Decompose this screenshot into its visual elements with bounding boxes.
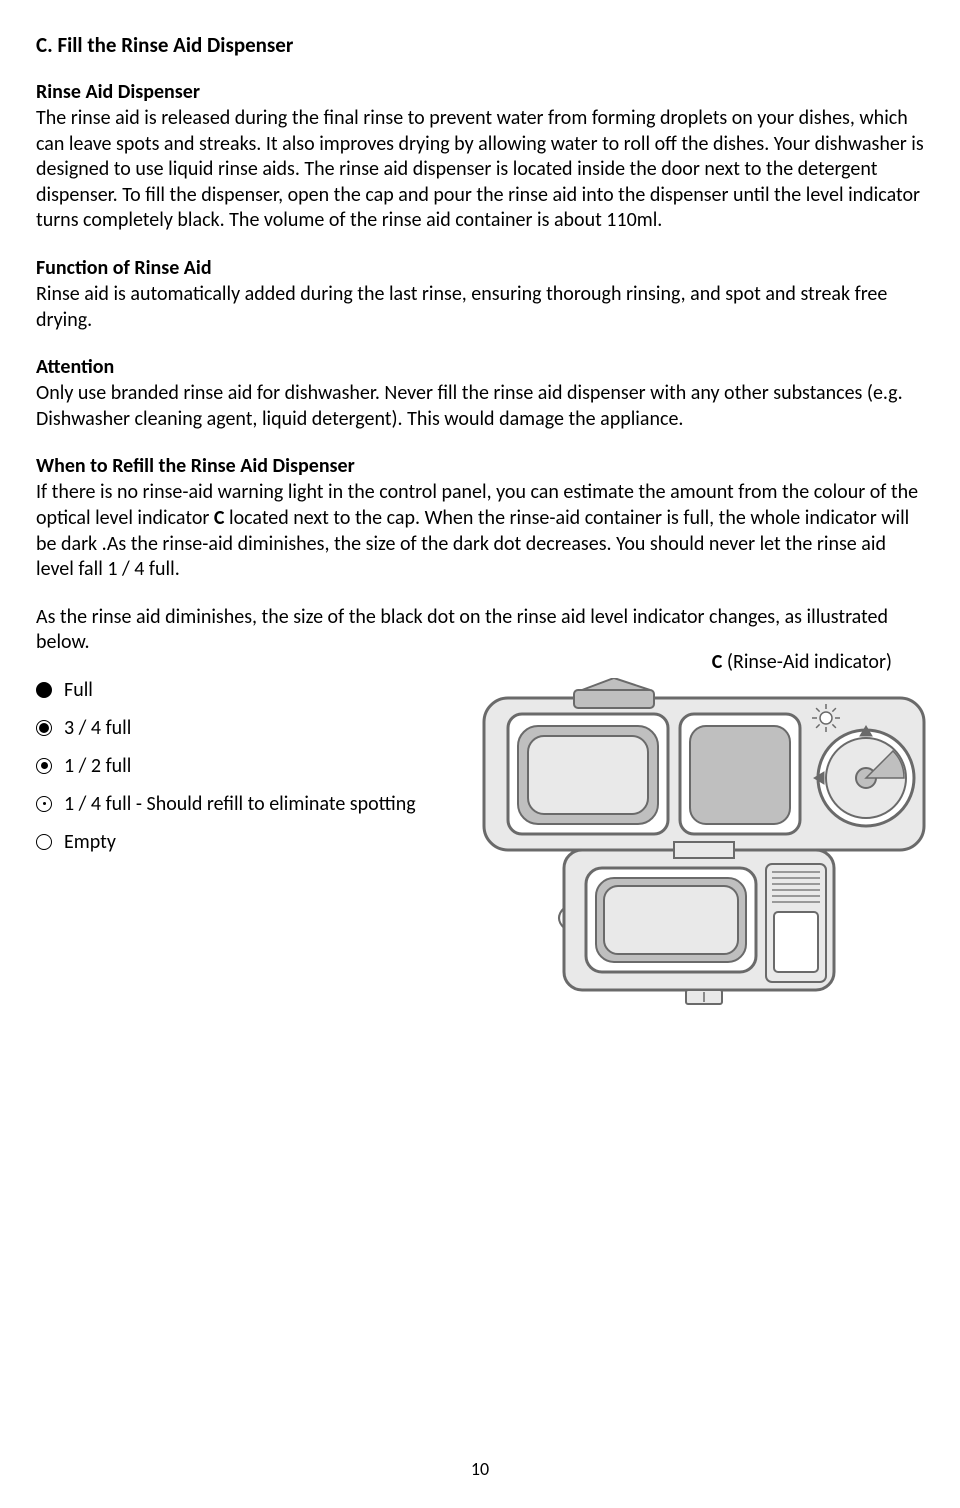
callout-bold: C <box>712 650 723 674</box>
dispenser-diagram <box>474 678 954 1013</box>
level-label: 3 / 4 full <box>64 716 131 740</box>
page-number: 10 <box>0 1458 960 1480</box>
indicator-area: C (Rinse-Aid indicator) Full3 / 4 full1 … <box>36 678 924 854</box>
subhead-attention: Attention <box>36 355 924 379</box>
indicator-callout: C (Rinse-Aid indicator) <box>712 650 892 674</box>
level-dot-icon <box>36 758 52 774</box>
subhead-when-refill: When to Refill the Rinse Aid Dispenser <box>36 454 924 478</box>
body-rinse-aid-dispenser: The rinse aid is released during the fin… <box>36 106 924 234</box>
level-dot-icon <box>36 796 52 812</box>
level-dot-icon <box>36 834 52 850</box>
body-attention: Only use branded rinse aid for dishwashe… <box>36 381 924 432</box>
subhead-rinse-aid-dispenser: Rinse Aid Dispenser <box>36 80 924 104</box>
body-when-refill: If there is no rinse-aid warning light i… <box>36 480 924 582</box>
body-function: Rinse aid is automatically added during … <box>36 282 924 333</box>
level-label: Empty <box>64 830 116 854</box>
level-dot-icon <box>36 682 52 698</box>
dispenser-svg <box>474 678 954 1008</box>
section-title: C. Fill the Rinse Aid Dispenser <box>36 32 924 58</box>
callout-rest: (Rinse-Aid indicator) <box>722 650 892 674</box>
level-label: Full <box>64 678 93 702</box>
level-dot-icon <box>36 720 52 736</box>
level-label: 1 / 4 full - Should refill to eliminate … <box>64 792 416 816</box>
body-when-refill-2: As the rinse aid diminishes, the size of… <box>36 605 924 656</box>
level-label: 1 / 2 full <box>64 754 131 778</box>
subhead-function: Function of Rinse Aid <box>36 256 924 280</box>
